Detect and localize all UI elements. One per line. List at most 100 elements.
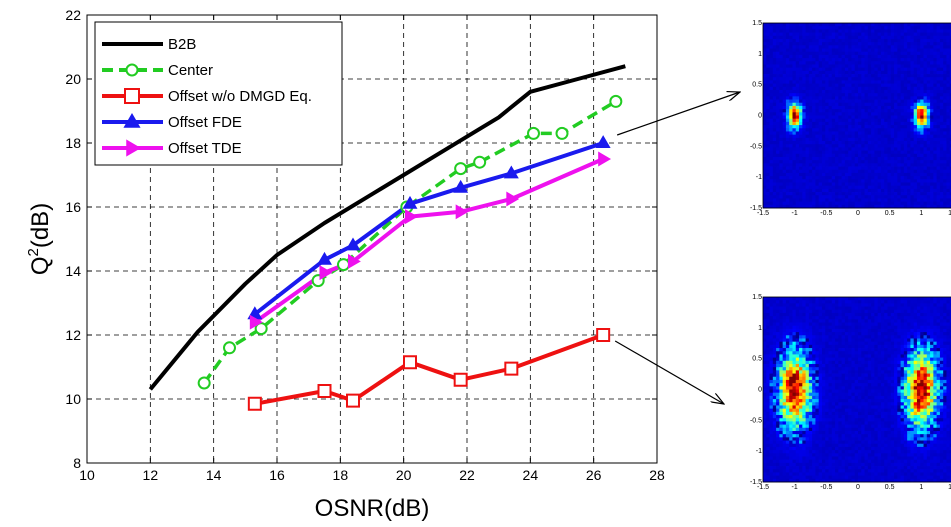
heatmap-cell <box>854 23 859 27</box>
heatmap-cell <box>907 112 911 116</box>
heatmap-cell <box>874 309 879 314</box>
heatmap-cell <box>841 328 846 333</box>
heatmap-cell <box>776 38 780 43</box>
heatmap-cell <box>841 26 846 30</box>
heatmap-cell <box>782 134 787 139</box>
heatmap-cell <box>861 118 865 123</box>
heatmap-cell <box>818 150 823 155</box>
heatmap-cell <box>897 61 901 65</box>
heatmap-cell <box>828 48 833 53</box>
heatmap-cell <box>763 160 767 164</box>
heatmap-cell <box>825 300 829 304</box>
heatmap-cell <box>854 115 859 120</box>
heatmap-cell <box>864 121 869 126</box>
heatmap-cell <box>877 373 882 378</box>
heatmap-cell <box>828 335 833 339</box>
heatmap-cell <box>785 48 790 53</box>
heatmap-cell <box>766 332 770 336</box>
heatmap-cell <box>835 370 839 374</box>
heatmap-cell <box>916 29 921 33</box>
heatmap-cell <box>910 160 915 164</box>
heatmap-cell <box>923 351 928 355</box>
heatmap-cell <box>877 99 882 104</box>
heatmap-cell <box>890 23 895 27</box>
heatmap-cell <box>831 344 836 349</box>
heatmap-cell <box>782 96 787 100</box>
heatmap-cell <box>776 74 780 78</box>
heatmap-cell <box>848 166 852 171</box>
heatmap-cell <box>805 341 810 346</box>
heatmap-cell <box>766 325 770 330</box>
heatmap-cell <box>789 112 793 116</box>
heatmap-cell <box>795 64 800 69</box>
heatmap-cell <box>763 102 767 107</box>
heatmap-cell <box>916 134 921 139</box>
heatmap-cell <box>907 185 911 190</box>
heatmap-cell <box>913 348 918 352</box>
heatmap-cell <box>802 115 806 120</box>
heatmap-cell <box>776 188 780 193</box>
heatmap-cell <box>903 188 908 193</box>
heatmap-cell <box>923 373 928 378</box>
heatmap-cell <box>926 74 931 78</box>
heatmap-cell <box>930 134 934 139</box>
heatmap-cell <box>841 325 846 330</box>
heatmap-cell <box>884 172 888 177</box>
heatmap-cell <box>916 338 921 343</box>
heatmap-cell <box>805 80 810 84</box>
heatmap-cell <box>913 83 918 88</box>
heatmap-cell <box>776 144 780 148</box>
heatmap-cell <box>772 188 777 193</box>
heatmap-cell <box>877 303 882 307</box>
heatmap-cell <box>913 338 918 343</box>
heatmap-cell <box>838 376 843 381</box>
heatmap-cell <box>835 58 839 62</box>
heatmap-cell <box>933 163 938 167</box>
heatmap-cell <box>907 306 911 311</box>
heatmap-cell <box>821 163 826 167</box>
heatmap-cell <box>808 89 813 94</box>
heatmap-cell <box>949 125 951 129</box>
heatmap-cell <box>926 363 931 368</box>
heatmap-cell <box>877 134 882 139</box>
heatmap-cell <box>877 325 882 330</box>
heatmap-cell <box>769 42 774 46</box>
heatmap-cell <box>821 131 826 136</box>
heatmap-cell <box>861 96 865 100</box>
heatmap-cell <box>808 166 813 171</box>
heatmap-cell <box>805 48 810 53</box>
heatmap-cell <box>848 312 852 317</box>
heatmap-cell <box>890 112 895 116</box>
heatmap-cell <box>769 141 774 145</box>
heatmap-cell <box>916 192 921 196</box>
heatmap-cell <box>785 137 790 142</box>
heatmap-cell <box>841 195 846 199</box>
heatmap-cell <box>848 42 852 46</box>
heatmap-cell <box>799 64 803 69</box>
heatmap-cell <box>864 102 869 107</box>
heatmap-cell <box>769 80 774 84</box>
heatmap-cell <box>808 300 813 304</box>
heatmap-cell <box>930 348 934 352</box>
heatmap-cell <box>835 192 839 196</box>
heatmap-cell <box>851 309 856 314</box>
heatmap-cell <box>831 35 836 40</box>
heatmap-cell <box>864 325 869 330</box>
heatmap-cell <box>910 58 915 62</box>
heatmap-cell <box>884 322 888 327</box>
heatmap-cell <box>828 325 833 330</box>
heatmap-cell <box>782 121 787 126</box>
heatmap-cell <box>828 338 833 343</box>
heatmap-cell <box>864 70 869 75</box>
heatmap-cell <box>792 121 797 126</box>
heatmap-cell <box>871 201 875 206</box>
heatmap-cell <box>769 312 774 317</box>
heatmap-cell <box>848 169 852 174</box>
heatmap-cell <box>877 306 882 311</box>
heatmap-cell <box>890 363 895 368</box>
heatmap-cell <box>799 134 803 139</box>
heatmap-cell <box>887 102 892 107</box>
heatmap-cell <box>916 80 921 84</box>
heatmap-cell <box>930 83 934 88</box>
heatmap-cell <box>795 26 800 30</box>
